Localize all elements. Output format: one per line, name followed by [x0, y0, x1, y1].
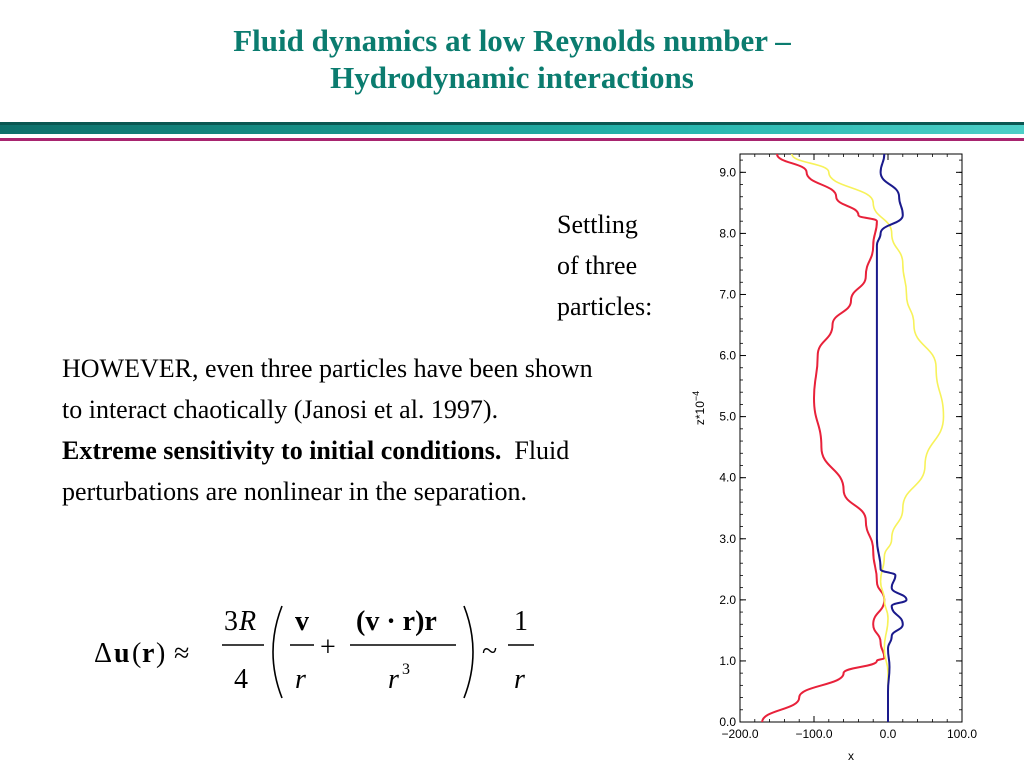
formula-coef-3: 3 — [224, 606, 238, 637]
formula-big-paren-right — [463, 605, 474, 699]
x-tick-label: 100.0 — [947, 727, 977, 741]
x-tick-label: −200.0 — [721, 727, 758, 741]
formula-rhs-den: r — [514, 664, 525, 695]
formula-r: r — [142, 638, 154, 669]
chart-caption: Settling of three particles: — [557, 204, 652, 327]
series-line-2 — [791, 153, 945, 723]
formula-rhs-num: 1 — [514, 606, 528, 637]
formula-plus: + — [320, 632, 336, 663]
y-tick-label: 8.0 — [719, 226, 736, 240]
slide-title: Fluid dynamics at low Reynolds number – … — [0, 22, 1024, 96]
formula-coef-den: 4 — [234, 664, 248, 695]
caption-line-2: of three — [557, 251, 638, 280]
x-ticks: −200.0 −100.0 0.0 100.0 — [721, 154, 977, 741]
formula-sim: ~ — [482, 636, 497, 667]
formula-term2-den: r — [388, 664, 399, 695]
formula-lhs-close: ) — [156, 638, 165, 669]
formula-term2-num: (v · r)r — [356, 606, 437, 637]
formula-term2-exp: 3 — [402, 661, 410, 678]
y-tick-label: 9.0 — [719, 165, 736, 179]
velocity-perturbation-formula: Δ u ( r ) ≈ 3 R 4 v r + (v · r)r r 3 ~ 1… — [94, 605, 534, 699]
body-bold: Extreme sensitivity to initial condition… — [62, 436, 502, 465]
formula-term1-den: r — [295, 664, 306, 695]
body-part-1: HOWEVER, even three particles have been … — [62, 354, 593, 424]
y-tick-label: 5.0 — [719, 410, 736, 424]
x-axis-label: x — [848, 749, 854, 763]
x-tick-label: 0.0 — [880, 727, 897, 741]
caption-line-3: particles: — [557, 292, 653, 321]
title-line-1: Fluid dynamics at low Reynolds number – — [233, 23, 791, 58]
title-line-2: Hydrodynamic interactions — [330, 60, 694, 95]
body-part-2: Fluid perturbations are nonlinear in the… — [62, 436, 570, 506]
formula-term1-num: v — [295, 606, 309, 637]
formula-u: u — [114, 638, 130, 669]
y-tick-label: 7.0 — [719, 287, 736, 301]
teal-divider-edge — [0, 122, 1024, 125]
body-paragraph: HOWEVER, even three particles have been … — [62, 348, 602, 512]
y-tick-label: 4.0 — [719, 471, 736, 485]
caption-line-1: Settling — [557, 210, 638, 239]
y-tick-label: 1.0 — [719, 654, 736, 668]
particle-settling-chart: −200.0 −100.0 0.0 100.0 0.0 1.0 2.0 3.0 4.0 5.0 6… — [691, 153, 977, 763]
y-tick-label: 3.0 — [719, 532, 736, 546]
y-axis-label: z*10−4 — [691, 391, 707, 425]
teal-divider — [0, 122, 1024, 134]
y-axis-label-group: z*10−4 — [691, 391, 707, 425]
series-line-3 — [875, 153, 908, 723]
y-ticks: 0.0 1.0 2.0 3.0 4.0 5.0 6.0 7.0 8.0 9.0 — [719, 159, 962, 729]
series-lines — [761, 153, 945, 723]
y-tick-label: 6.0 — [719, 349, 736, 363]
formula-delta: Δ — [94, 638, 112, 669]
y-axis-label-exp: −4 — [691, 391, 701, 401]
x-tick-label: −100.0 — [795, 727, 832, 741]
formula-big-paren-left — [272, 605, 283, 699]
y-axis-label-main: z*10 — [693, 401, 707, 425]
y-tick-label: 0.0 — [719, 715, 736, 729]
magenta-divider — [0, 138, 1024, 141]
series-line-1 — [761, 153, 886, 723]
formula-lhs-open: ( — [132, 638, 141, 669]
plot-frame — [739, 153, 963, 723]
y-tick-label: 2.0 — [719, 593, 736, 607]
formula-coef-R: R — [238, 606, 256, 637]
formula-approx: ≈ — [174, 638, 189, 669]
